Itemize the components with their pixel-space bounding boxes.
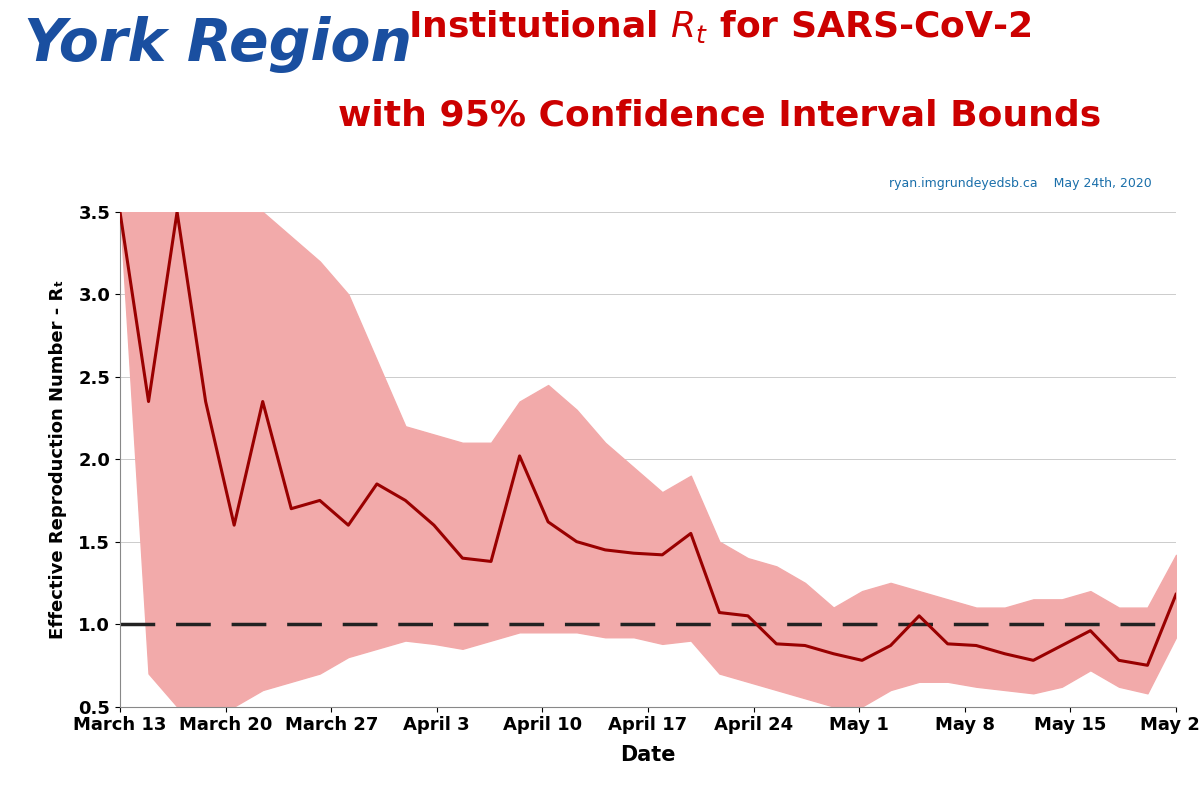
X-axis label: Date: Date — [620, 745, 676, 765]
Text: with 95% Confidence Interval Bounds: with 95% Confidence Interval Bounds — [338, 98, 1102, 132]
Text: ryan.imgrundeyedsb.ca    May 24th, 2020: ryan.imgrundeyedsb.ca May 24th, 2020 — [889, 177, 1152, 190]
Text: Institutional $R_t$ for SARS-CoV-2: Institutional $R_t$ for SARS-CoV-2 — [408, 8, 1032, 45]
Text: York Region: York Region — [24, 16, 412, 73]
Y-axis label: Effective Reproduction Number - Rₜ: Effective Reproduction Number - Rₜ — [49, 279, 67, 639]
